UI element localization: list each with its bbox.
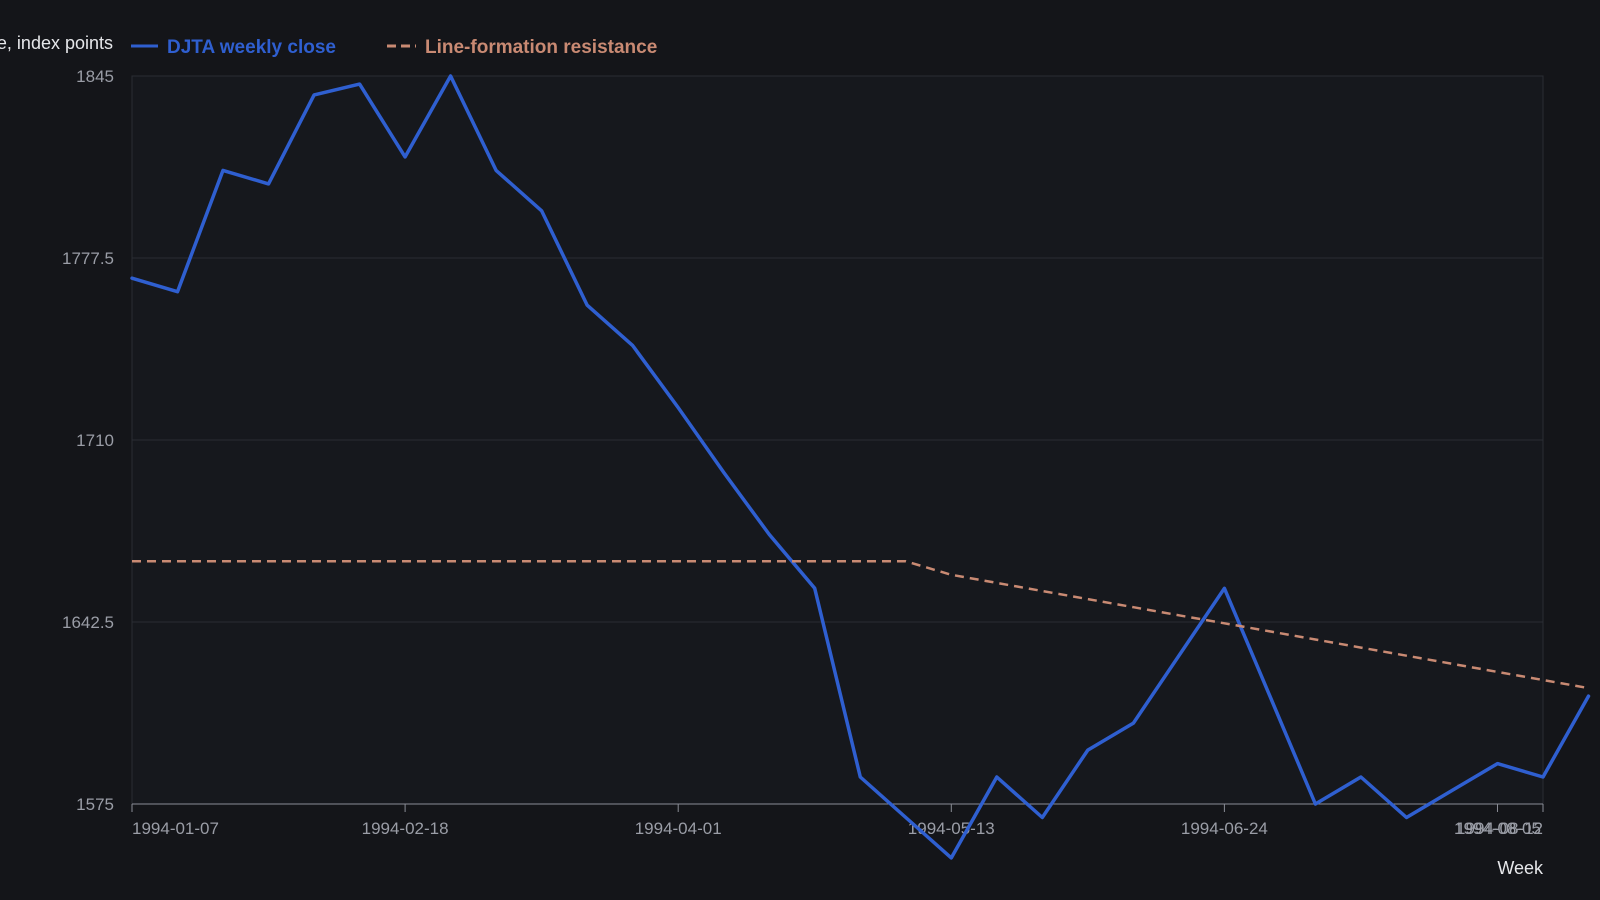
legend-label-resistance: Line-formation resistance <box>425 37 657 58</box>
x-tick-label: 1994-02-18 <box>362 819 449 838</box>
y-tick-label: 1777.5 <box>62 249 114 268</box>
legend-item-resistance[interactable]: Line-formation resistance <box>387 37 657 58</box>
x-tick-label: 1994-08-12 <box>1456 819 1543 838</box>
legend: DJTA weekly close Line-formation resista… <box>131 37 657 58</box>
axes: 1845 1777.5 1710 1642.5 1575 1994-01-07 1994-0… <box>62 67 1544 838</box>
x-axis-title: Week <box>1497 858 1544 878</box>
x-tick-label: 1994-01-07 <box>132 819 219 838</box>
y-tick-label: 1845 <box>76 67 114 86</box>
series-layer <box>130 74 1591 860</box>
series-line-djta-weekly-close[interactable] <box>130 74 1591 860</box>
x-tick-label: 1994-05-13 <box>908 819 995 838</box>
legend-label-djta: DJTA weekly close <box>167 37 336 58</box>
y-tick-label: 1642.5 <box>62 613 114 632</box>
y-tick-label: 1575 <box>76 795 114 814</box>
y-tick-label: 1710 <box>76 431 114 450</box>
y-axis-title: Close, index points <box>0 33 113 53</box>
x-tick-label: 1994-04-01 <box>635 819 722 838</box>
gridlines <box>131 75 1544 805</box>
x-tick-label: 1994-08-05 <box>1454 819 1541 838</box>
legend-item-djta[interactable]: DJTA weekly close <box>131 37 336 58</box>
series-line-line-formation-resistance[interactable] <box>132 560 1589 690</box>
x-tick-label: 1994-06-24 <box>1181 819 1268 838</box>
